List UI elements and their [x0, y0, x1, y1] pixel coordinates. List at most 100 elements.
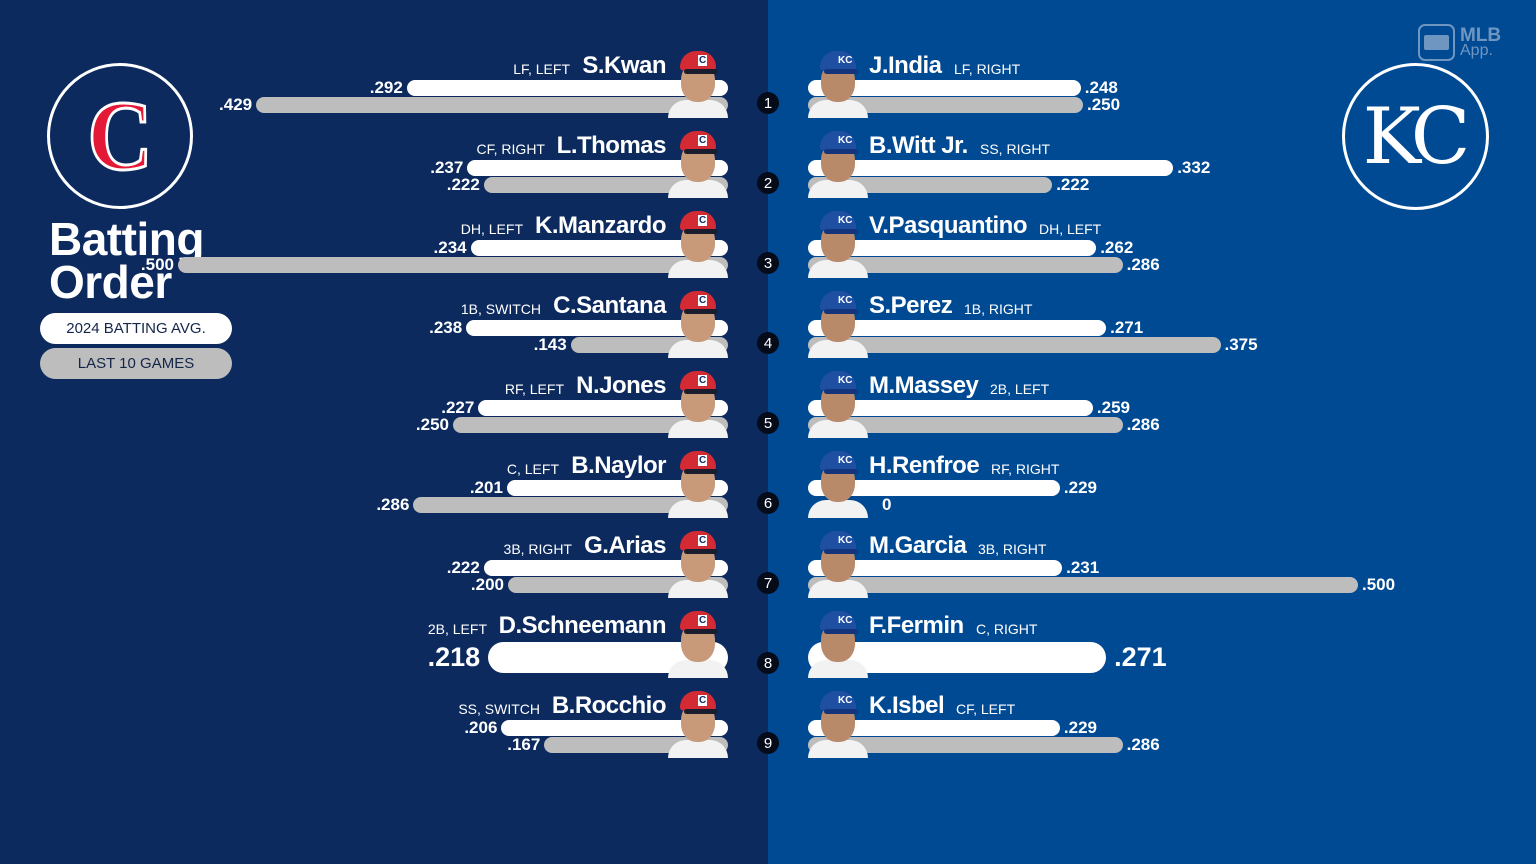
batting-order-number: 4	[757, 332, 779, 354]
kc-last10-bar	[808, 577, 1358, 593]
kc-season-value: .229	[1063, 478, 1097, 497]
kc-player-name: M.Garcia	[869, 532, 967, 559]
page-title: Batting Order	[49, 216, 204, 308]
kc-last10-value: .222	[1056, 175, 1090, 194]
mlb-app-badge: MLB App.	[1418, 24, 1501, 61]
cle-player-name: D.Schneemann	[498, 612, 667, 639]
lineup-row: .218 C D.Schneemann 2B, LEFT 8 .271 KC F.Fermin…	[0, 600, 1536, 680]
cle-season-bar	[467, 160, 728, 176]
lineup-row: .234 .500 C K.Manzardo DH, LEFT 3 .262.286 KC V.…	[0, 200, 1536, 280]
kc-season-value: .259	[1096, 398, 1130, 417]
cle-last10-value: .200	[470, 575, 504, 594]
kc-season-value: .332	[1177, 158, 1211, 177]
kc-player-position: CF, LEFT	[956, 701, 1016, 717]
cle-last10-value: .286	[376, 495, 410, 514]
cle-last10-bar	[453, 417, 728, 433]
kc-player-position: LF, RIGHT	[954, 61, 1021, 77]
lineup-row: .227.250 C N.Jones RF, LEFT 5 .259.286 KC M.Mas…	[0, 360, 1536, 440]
cle-player-name: B.Naylor	[571, 452, 666, 479]
cle-season-value: .201	[469, 478, 503, 497]
cle-season-bar	[478, 400, 728, 416]
kc-player-position: RF, RIGHT	[991, 461, 1060, 477]
kc-player-headshot: KC	[808, 126, 868, 198]
guardians-c-icon: C	[86, 80, 154, 191]
legend-last-10: LAST 10 GAMES	[40, 348, 232, 379]
lineup-row: .292 .429 C S.Kwan LF, LEFT 1 .248.250 KC J.Indi…	[0, 40, 1536, 120]
cle-season-value: .218	[427, 642, 481, 672]
kc-season-value: .229	[1063, 718, 1097, 737]
kc-player-headshot: KC	[808, 366, 868, 438]
cle-season-value: .234	[433, 238, 467, 257]
kc-player-position: DH, LEFT	[1039, 221, 1102, 237]
kc-player-name: F.Fermin	[869, 612, 964, 639]
lineup-row: .222.200 C G.Arias 3B, RIGHT 7 .231 .500 KC M.Ga…	[0, 520, 1536, 600]
cle-player-name: S.Kwan	[582, 52, 666, 79]
kc-season-bar	[808, 560, 1063, 576]
batting-order-number: 1	[757, 92, 779, 114]
cle-season-value: .238	[429, 318, 463, 337]
kc-last10-value: .500	[1362, 575, 1396, 594]
kc-last10-value: .286	[1126, 255, 1160, 274]
cle-player-headshot: C	[668, 286, 728, 358]
cle-season-bar	[506, 480, 728, 496]
kc-player-headshot: KC	[808, 46, 868, 118]
cle-last10-bar	[256, 97, 728, 113]
kc-last10-value: .286	[1126, 735, 1160, 754]
lineup-row: .206 .167 C B.Rocchio SS, SWITCH 9 .229 .286 KC K…	[0, 680, 1536, 760]
cle-player-name: G.Arias	[584, 532, 666, 559]
kc-season-value: .231	[1066, 558, 1100, 577]
kc-season-value: .262	[1100, 238, 1134, 257]
cle-last10-value: .143	[533, 335, 567, 354]
cle-player-headshot: C	[668, 206, 728, 278]
kc-last10-bar	[808, 177, 1053, 193]
title-line-2: Order	[49, 256, 172, 308]
kc-player-name: S.Perez	[869, 292, 953, 319]
cle-season-bar	[466, 320, 728, 336]
kc-season-bar	[808, 240, 1097, 256]
batting-order-number: 5	[757, 412, 779, 434]
kc-player-headshot: KC	[808, 606, 868, 678]
cle-season-value: .206	[464, 718, 498, 737]
kc-last10-bar	[808, 417, 1123, 433]
kc-player-position: 2B, LEFT	[990, 381, 1050, 397]
cle-last10-value: .500	[140, 255, 174, 274]
batting-order-number: 7	[757, 572, 779, 594]
batting-order-number: 6	[757, 492, 779, 514]
batting-order-number: 8	[757, 652, 779, 674]
kc-player-headshot: KC	[808, 446, 868, 518]
cle-player-name: L.Thomas	[556, 132, 667, 159]
batting-order-number: 9	[757, 732, 779, 754]
lineup-row: .237.222 C L.Thomas CF, RIGHT 2.332.222 KC B.W…	[0, 120, 1536, 200]
cle-season-bar	[483, 560, 728, 576]
cle-player-headshot: C	[668, 686, 728, 758]
cle-player-position: RF, LEFT	[504, 381, 564, 397]
cle-player-position: DH, LEFT	[460, 221, 523, 237]
cle-last10-value: .167	[507, 735, 541, 754]
legend-season-avg: 2024 BATTING AVG.	[40, 313, 232, 344]
royals-logo: KC	[1342, 63, 1489, 210]
mlb-app-label-2: App.	[1460, 42, 1493, 59]
kc-last10-value: .250	[1087, 95, 1121, 114]
cle-player-position: SS, SWITCH	[458, 701, 540, 717]
kc-last10-bar	[808, 97, 1083, 113]
kc-last10-value: .375	[1224, 335, 1258, 354]
cle-season-bar	[470, 240, 728, 256]
cle-player-name: K.Manzardo	[534, 212, 667, 239]
cle-last10-bar	[483, 177, 728, 193]
cle-player-headshot: C	[668, 446, 728, 518]
cle-last10-value: .250	[415, 415, 449, 434]
kc-last10-bar	[808, 737, 1123, 753]
kc-season-value: .248	[1084, 78, 1118, 97]
kc-season-bar	[808, 400, 1093, 416]
cle-player-position: 2B, LEFT	[427, 621, 487, 637]
kc-season-value: .271	[1114, 642, 1167, 672]
kc-player-position: C, RIGHT	[976, 621, 1038, 637]
kc-last10-bar	[808, 337, 1221, 353]
batting-order-number: 3	[757, 252, 779, 274]
cle-player-position: 1B, SWITCH	[460, 301, 541, 317]
kc-player-name: B.Witt Jr.	[869, 132, 968, 159]
kc-player-name: V.Pasquantino	[869, 212, 1027, 239]
kc-last10-value: 0	[882, 495, 892, 514]
cle-player-headshot: C	[668, 46, 728, 118]
cle-season-value: .237	[430, 158, 464, 177]
